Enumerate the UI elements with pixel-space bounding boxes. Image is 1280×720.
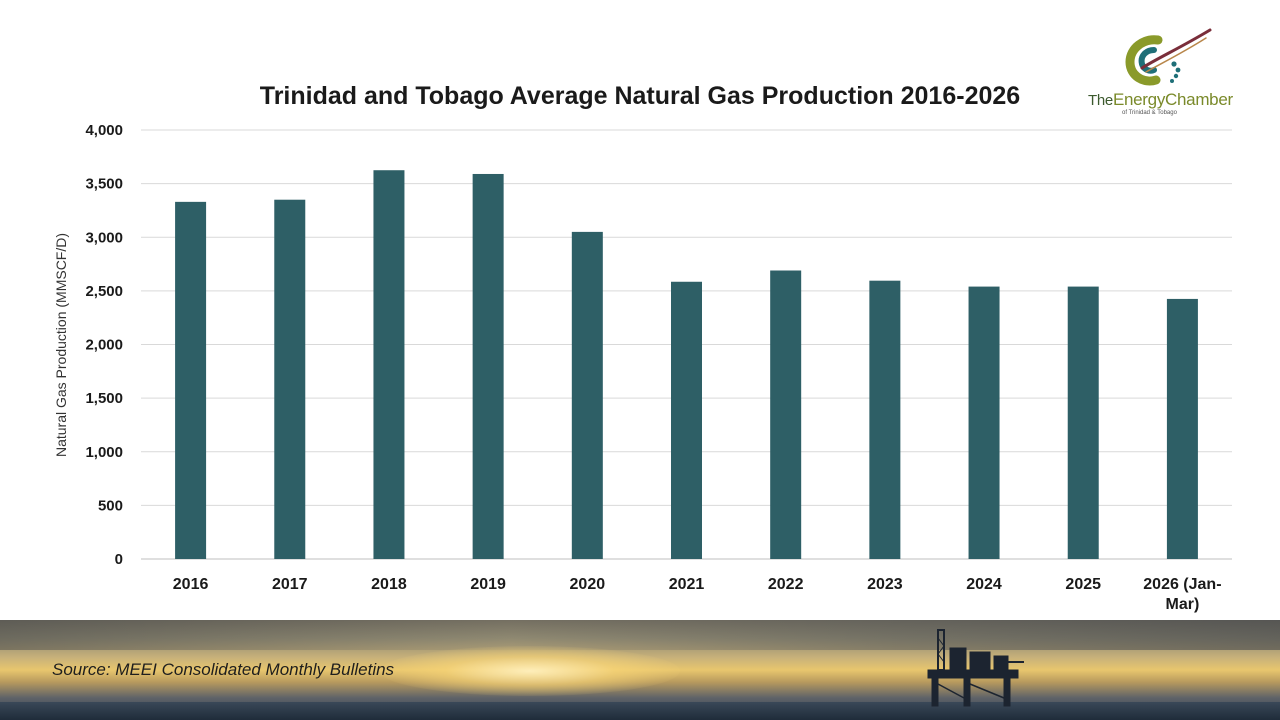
x-tick-label: 2024 <box>966 576 1002 593</box>
source-note: Source: MEEI Consolidated Monthly Bullet… <box>52 660 395 679</box>
sunset-glow <box>380 646 680 696</box>
bar-7 <box>869 280 901 559</box>
y-axis-tick-labels: 0 500 1,000 1,500 2,000 2,500 3,000 3,500 4,000 <box>85 122 123 568</box>
logo-subtitle: of Trinidad & Tobago <box>1122 110 1177 116</box>
energy-chamber-logo: TheEnergyChamber of Trinidad & Tobago <box>1088 28 1233 120</box>
bar-4 <box>571 231 603 559</box>
x-tick-label: 2016 <box>173 576 209 593</box>
sky-clouds <box>0 620 1280 650</box>
x-tick-label: 2019 <box>470 576 506 593</box>
bars <box>175 170 1198 560</box>
y-axis-label: Natural Gas Production (MMSCF/D) <box>53 233 69 457</box>
logo-emblem-icon <box>1125 28 1212 86</box>
y-tick-label: 3,500 <box>85 176 123 193</box>
y-tick-label: 0 <box>115 551 123 568</box>
y-tick-label: 2,500 <box>85 283 123 300</box>
x-tick-label: 2026 (Jan- <box>1143 576 1221 593</box>
bar-5 <box>671 281 702 559</box>
x-tick-label: 2018 <box>371 576 407 593</box>
bar-8 <box>968 286 1000 559</box>
bar-9 <box>1067 286 1099 559</box>
bar-2 <box>373 170 405 559</box>
logo-word-energy: Energy <box>1112 90 1166 109</box>
x-tick-label: Mar) <box>1166 596 1200 613</box>
footer-banner: Source: MEEI Consolidated Monthly Bullet… <box>0 620 1280 720</box>
chart-title: Trinidad and Tobago Average Natural Gas … <box>260 82 1020 110</box>
logo-word-chamber: Chamber <box>1165 90 1233 109</box>
y-tick-label: 3,000 <box>85 229 123 246</box>
sea <box>0 702 1280 720</box>
y-tick-label: 2,000 <box>85 337 123 354</box>
bar-0 <box>175 201 207 560</box>
y-tick-label: 1,500 <box>85 390 123 407</box>
bar-chart: Trinidad and Tobago Average Natural Gas … <box>53 82 1232 613</box>
x-tick-label: 2023 <box>867 576 903 593</box>
bar-1 <box>274 199 306 559</box>
x-axis-tick-labels: 2016 2017 2018 2019 2020 2021 2022 2023 2024 2025… <box>173 576 1222 613</box>
oil-rig-icon <box>927 629 1024 707</box>
logo-prefix: The <box>1088 92 1113 109</box>
x-tick-label: 2020 <box>570 576 606 593</box>
x-tick-label: 2021 <box>669 576 705 593</box>
y-tick-label: 500 <box>98 497 123 514</box>
x-tick-label: 2022 <box>768 576 804 593</box>
y-tick-label: 4,000 <box>85 122 123 139</box>
logo-wordmark: TheEnergyChamber <box>1088 90 1233 110</box>
bar-3 <box>472 173 504 559</box>
bar-6 <box>770 270 802 559</box>
x-tick-label: 2025 <box>1065 576 1101 593</box>
x-tick-label: 2017 <box>272 576 308 593</box>
bar-10 <box>1166 298 1198 559</box>
y-tick-label: 1,000 <box>85 444 123 461</box>
